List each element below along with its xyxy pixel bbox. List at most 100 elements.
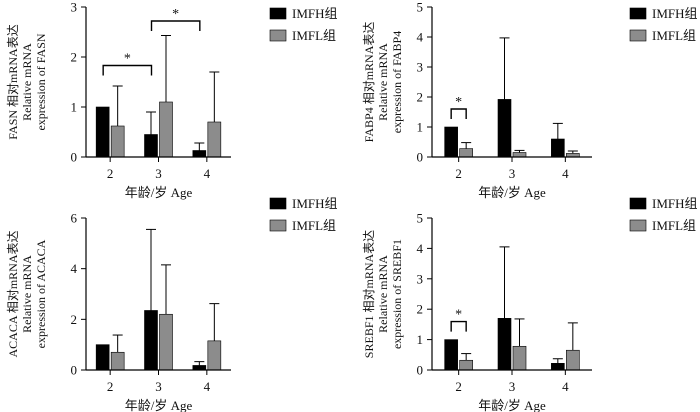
bar-imfl-age-3 — [512, 152, 527, 158]
significance-marker: * — [172, 7, 179, 22]
legend-swatch-imfl — [269, 219, 287, 232]
y-tick-label: 5 — [417, 211, 424, 226]
legend-label-imfl: IMFL组 — [652, 218, 696, 233]
y-tick-label: 1 — [417, 120, 424, 135]
y-axis-label-line-3: expression of ACACA — [34, 239, 48, 348]
legend-swatch-imfh — [629, 7, 647, 20]
legend-label-imfh: IMFH组 — [652, 196, 698, 211]
significance-bracket — [450, 108, 467, 119]
bar-imfh-age-4 — [551, 138, 565, 158]
x-axis-label: 年龄/岁 Age — [125, 398, 193, 412]
y-axis-label-line-1: ACACA 相对mRNA表达 — [6, 230, 20, 357]
y-axis-label-line-3: expression of SREBF1 — [390, 239, 404, 349]
y-tick-label: 3 — [71, 0, 78, 15]
legend-label-imfh: IMFH组 — [652, 6, 698, 21]
x-axis-label: 年龄/岁 Age — [478, 398, 546, 412]
chart-panel-2: 0 1 2 3 4 5 2 3 4 年龄/岁 Age FABP4 相对mRNA表达 Relative … — [362, 0, 698, 200]
y-tick-label: 1 — [71, 100, 78, 115]
significance-marker: * — [455, 95, 462, 110]
bar-imfh-age-3 — [144, 310, 158, 371]
x-tick-label: 4 — [562, 379, 569, 394]
x-tick-label: 2 — [107, 379, 114, 394]
y-tick-label: 1 — [417, 332, 424, 347]
y-axis-label-line-1: FASN 相对mRNA表达 — [6, 24, 20, 139]
significance-marker: * — [124, 52, 131, 67]
bar-imfl-age-2 — [110, 125, 125, 158]
y-tick-label: 0 — [417, 363, 424, 378]
significance-bracket — [102, 64, 153, 76]
y-axis-label-line-3: expression of FASN — [34, 33, 48, 130]
bar-imfl-age-3 — [512, 345, 527, 371]
y-tick-label: 3 — [417, 60, 424, 75]
y-tick-label: 2 — [71, 312, 78, 327]
y-tick-label: 4 — [417, 30, 424, 45]
y-tick-label: 0 — [71, 150, 78, 165]
x-tick-label: 2 — [455, 379, 462, 394]
chart-panel-3: 0 2 4 6 2 3 4 年龄/岁 Age ACACA 相对mRNA表达 Relative mR… — [6, 196, 338, 412]
chart-panel-4: 0 1 2 3 4 5 2 3 4 年龄/岁 Age SREBF1 相对mRNA表达 Relative… — [362, 196, 698, 412]
x-tick-label: 3 — [155, 379, 162, 394]
y-axis-label-line-2: Relative mRNA — [20, 43, 34, 121]
bar-imfh-age-3 — [497, 99, 512, 158]
bar-imfh-age-4 — [192, 150, 207, 158]
bar-imfh-age-4 — [551, 363, 565, 371]
bar-imfl-age-2 — [459, 359, 473, 371]
significance-marker: * — [455, 308, 462, 323]
bar-imfh-age-4 — [192, 365, 207, 371]
bar-imfh-age-3 — [144, 134, 158, 158]
y-tick-label: 4 — [71, 261, 78, 276]
y-tick-label: 2 — [71, 50, 78, 65]
x-tick-label: 2 — [455, 166, 462, 181]
x-tick-label: 3 — [509, 379, 516, 394]
x-tick-label: 2 — [107, 166, 114, 181]
bar-imfl-age-2 — [459, 148, 473, 158]
legend-label-imfh: IMFH组 — [292, 6, 338, 21]
y-tick-label: 0 — [417, 150, 424, 165]
bar-imfh-age-2 — [95, 106, 110, 158]
x-tick-label: 3 — [155, 166, 162, 181]
y-axis-label-line-1: SREBF1 相对mRNA表达 — [362, 230, 376, 358]
y-tick-label: 3 — [417, 271, 424, 286]
legend-swatch-imfl — [269, 29, 287, 42]
bar-imfh-age-3 — [497, 318, 512, 371]
legend-swatch-imfh — [629, 197, 647, 210]
bar-imfh-age-2 — [95, 344, 110, 371]
x-tick-label: 3 — [509, 166, 516, 181]
x-axis-label: 年龄/岁 Age — [478, 185, 546, 200]
significance-bracket — [450, 320, 467, 332]
x-tick-label: 4 — [204, 166, 211, 181]
bar-imfl-age-2 — [110, 351, 125, 371]
legend-label-imfl: IMFL组 — [292, 28, 336, 43]
bar-imfh-age-2 — [444, 339, 458, 371]
y-tick-label: 6 — [71, 211, 78, 226]
legend-swatch-imfh — [269, 7, 287, 20]
y-tick-label: 0 — [71, 363, 78, 378]
y-axis-label-line-3: expression of FABP4 — [390, 31, 404, 133]
bar-imfl-age-4 — [207, 121, 222, 158]
legend-swatch-imfh — [269, 197, 287, 210]
y-tick-label: 2 — [417, 302, 424, 317]
legend-label-imfh: IMFH组 — [292, 196, 338, 211]
bar-imfl-age-4 — [566, 349, 580, 371]
y-tick-label: 5 — [417, 0, 424, 15]
legend-label-imfl: IMFL组 — [292, 218, 336, 233]
x-tick-label: 4 — [204, 379, 211, 394]
y-axis-label-line-2: Relative mRNA — [20, 255, 34, 333]
legend-label-imfl: IMFL组 — [652, 28, 696, 43]
x-tick-label: 4 — [562, 166, 569, 181]
bar-imfl-age-3 — [159, 101, 173, 158]
legend-swatch-imfl — [629, 29, 647, 42]
bar-imfh-age-2 — [444, 126, 458, 158]
chart-panel-1: 0 1 2 3 2 3 4 年龄/岁 Age FASN 相对mRNA表达 Relative mRN… — [6, 0, 338, 200]
y-axis-label-line-2: Relative mRNA — [376, 255, 390, 333]
y-axis-label-line-2: Relative mRNA — [376, 43, 390, 121]
y-tick-label: 2 — [417, 90, 424, 105]
bar-imfl-age-4 — [207, 340, 222, 371]
y-tick-label: 4 — [417, 241, 424, 256]
legend-swatch-imfl — [629, 219, 647, 232]
significance-bracket — [150, 20, 201, 31]
x-axis-label: 年龄/岁 Age — [125, 185, 193, 200]
bar-imfl-age-3 — [159, 313, 173, 371]
y-axis-label-line-1: FABP4 相对mRNA表达 — [362, 22, 376, 143]
